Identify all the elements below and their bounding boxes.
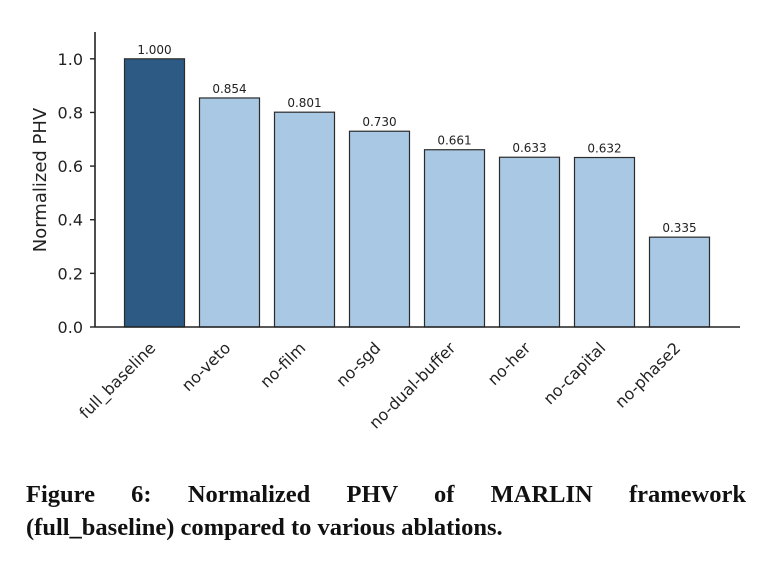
y-tick-label: 0.2 [58,264,83,283]
value-label-no-dual-buffer: 0.661 [437,134,471,148]
bar-chart: Normalized PHV 1.000 0.854 0.801 0.730 0.661… [30,32,740,432]
value-label-no-capital: 0.632 [587,142,621,156]
y-axis-title: Normalized PHV [30,107,51,252]
value-label-no-her: 0.633 [512,141,546,155]
x-tick-label-no-sgd: no-sgd [332,338,384,390]
x-tick-label-no-film: no-film [256,338,309,391]
value-label-no-phase2: 0.335 [662,221,696,235]
x-tick-label-full_baseline: full_baseline [75,338,160,423]
y-tick-label: 1.0 [58,50,83,69]
x-tick-label-no-veto: no-veto [178,338,235,395]
bar-no-phase2 [648,236,711,328]
value-label-no-veto: 0.854 [212,82,246,96]
y-tick-label: 0.0 [58,318,83,337]
y-tick-label: 0.8 [58,103,83,122]
figure-caption: Figure 6: Normalized PHV of MARLIN frame… [26,478,746,544]
bar-no-film [273,111,336,328]
bar-no-dual-buffer [423,149,486,328]
bar-full_baseline [123,58,186,328]
bar-no-her [498,156,561,328]
value-label-no-sgd: 0.730 [362,115,396,129]
caption-line-2: (full_baseline) compared to various abla… [26,514,503,541]
bar-no-sgd [348,130,411,328]
x-tick-label-no-phase2: no-phase2 [611,338,684,411]
bar-no-veto [198,97,261,328]
x-tick-label-no-capital: no-capital [540,338,610,408]
y-tick-label: 0.6 [58,157,83,176]
y-tick-label: 0.4 [58,211,83,230]
bar-no-capital [573,156,636,328]
value-label-no-film: 0.801 [287,96,321,110]
x-tick-label-no-her: no-her [484,338,535,389]
value-label-full_baseline: 1.000 [137,43,171,57]
caption-line-1: Figure 6: Normalized PHV of MARLIN frame… [26,481,746,508]
